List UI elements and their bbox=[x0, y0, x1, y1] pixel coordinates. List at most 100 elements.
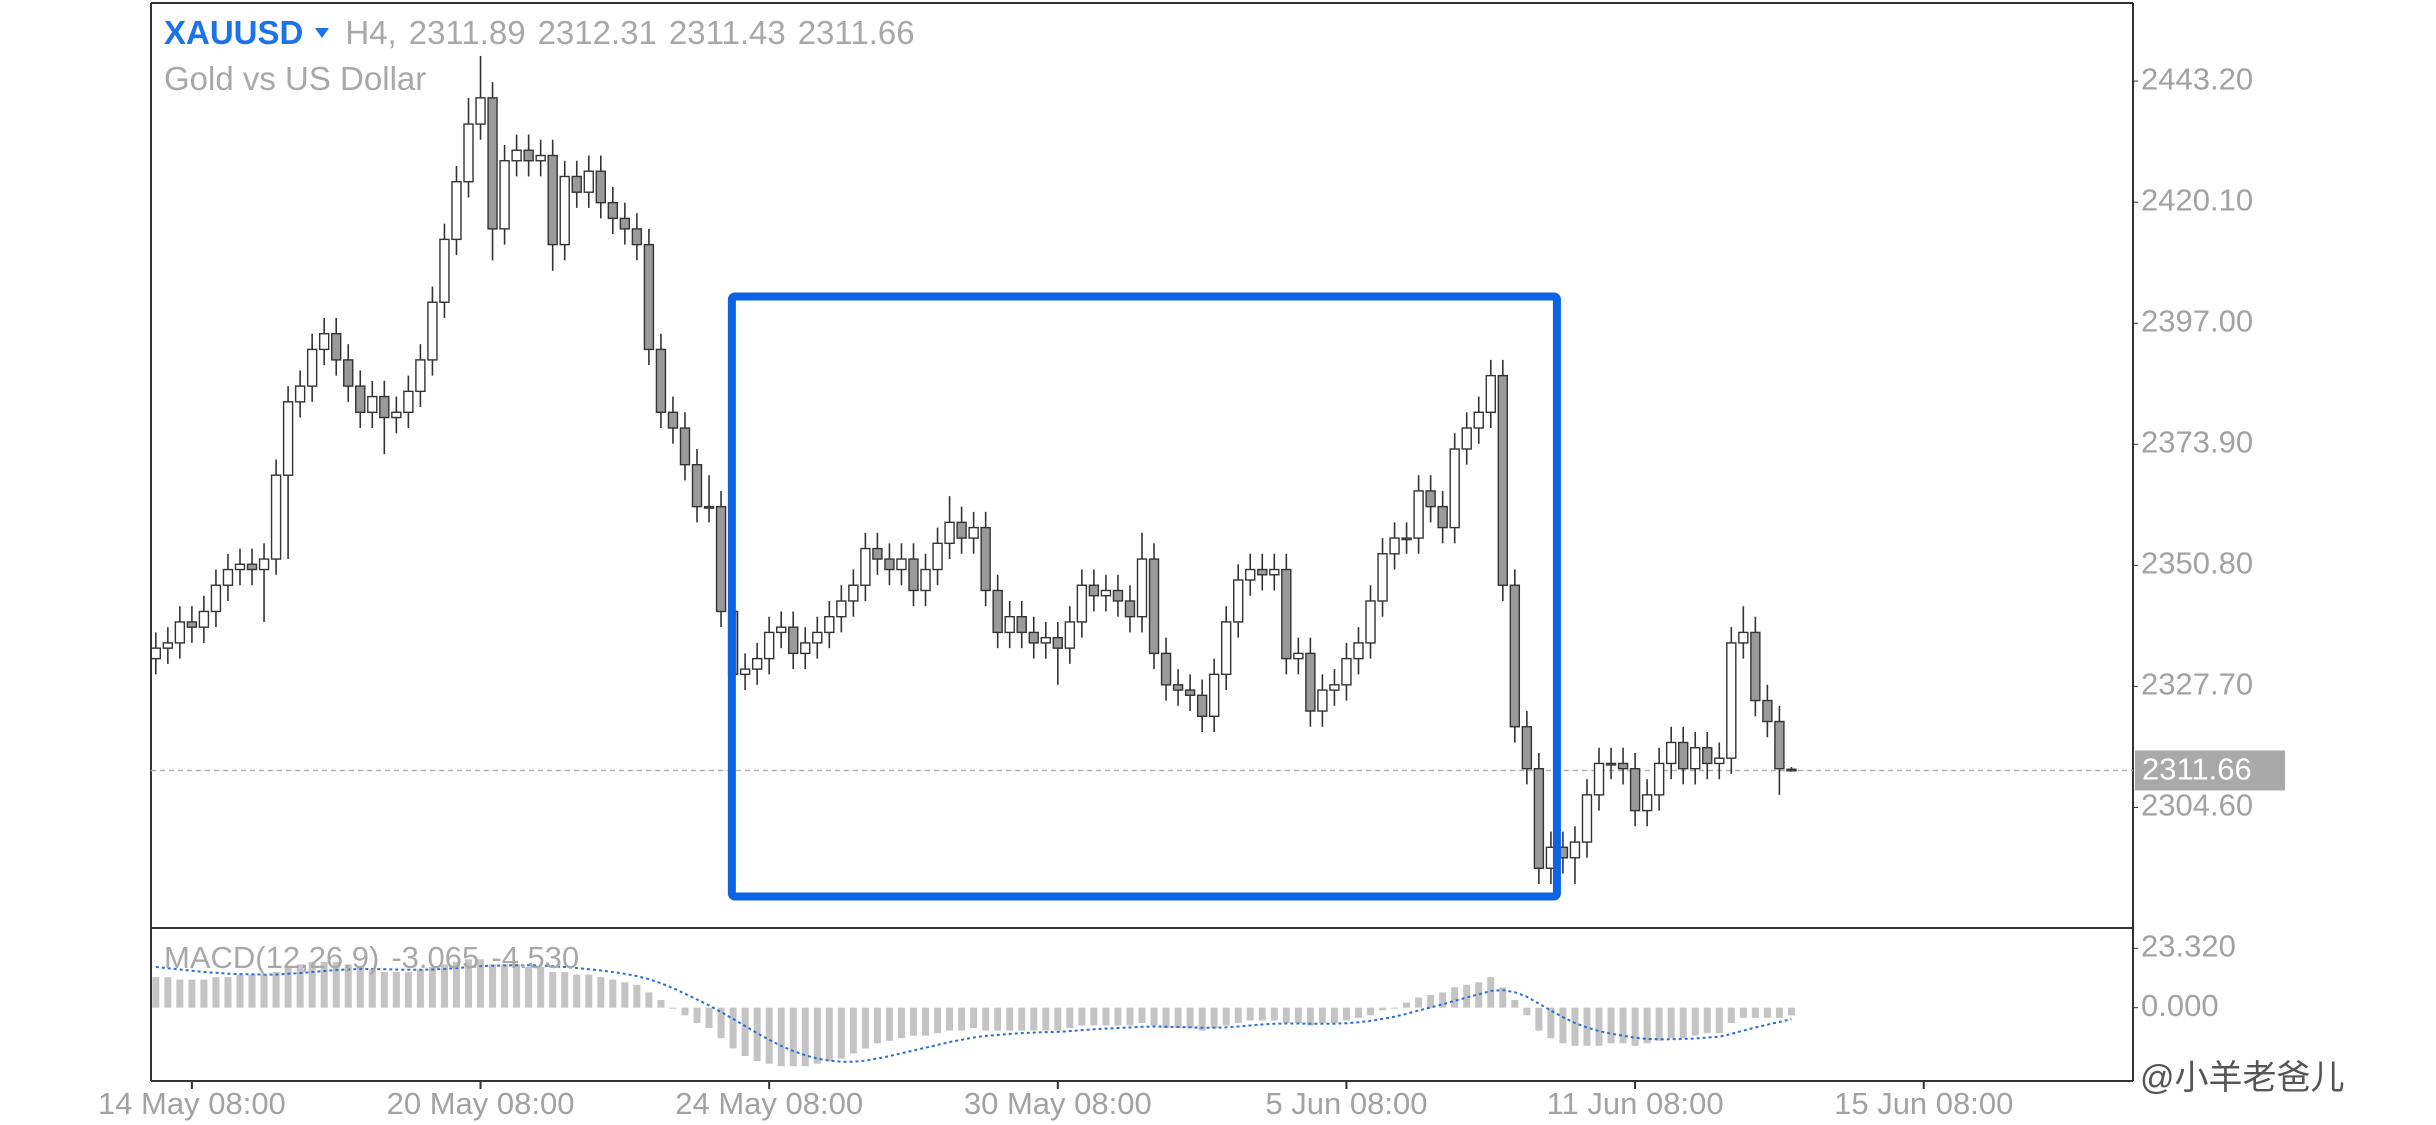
macd-bar bbox=[489, 964, 497, 1008]
candle-body bbox=[1124, 600, 1136, 618]
y-tick-label: 2373.90 bbox=[2141, 424, 2253, 459]
macd-bar bbox=[1198, 1007, 1206, 1031]
candle-body bbox=[379, 395, 390, 419]
macd-bar bbox=[1030, 1007, 1038, 1031]
candle-body bbox=[559, 175, 570, 246]
macd-bar bbox=[705, 1007, 713, 1029]
symbol[interactable]: XAUUSD bbox=[164, 14, 304, 51]
macd-bar bbox=[1655, 1007, 1663, 1041]
macd-bar bbox=[1787, 1007, 1795, 1016]
macd-bar bbox=[1246, 1007, 1254, 1021]
macd-bar bbox=[825, 1007, 833, 1062]
candle-body bbox=[968, 526, 979, 539]
candle-body bbox=[1726, 642, 1737, 759]
candle-body bbox=[1341, 657, 1352, 686]
macd-bar bbox=[633, 984, 641, 1008]
macd-bar bbox=[1078, 1007, 1086, 1026]
candle-body bbox=[1269, 568, 1280, 576]
macd-bar bbox=[1451, 987, 1459, 1008]
timeframe: H4, bbox=[345, 14, 397, 51]
candle-body bbox=[1377, 553, 1388, 602]
candle-body bbox=[1281, 568, 1292, 660]
macd-bar bbox=[1511, 1000, 1519, 1008]
macd-bar bbox=[1607, 1007, 1615, 1044]
candle-body bbox=[475, 97, 486, 125]
candle-body bbox=[222, 568, 234, 586]
macd-bar bbox=[1174, 1007, 1182, 1029]
macd-bar bbox=[994, 1007, 1002, 1031]
macd-bar bbox=[1391, 1007, 1399, 1009]
macd-bar bbox=[1571, 1007, 1579, 1046]
candle-body bbox=[1509, 584, 1521, 728]
candle-body bbox=[403, 390, 414, 414]
candle-body bbox=[872, 547, 883, 560]
macd-bar bbox=[1439, 992, 1447, 1008]
macd-bar bbox=[1090, 1007, 1098, 1026]
macd-bar bbox=[789, 1007, 797, 1067]
macd-bar bbox=[1427, 994, 1435, 1008]
macd-bar bbox=[1559, 1007, 1567, 1044]
candle-body bbox=[1437, 505, 1448, 529]
macd-bar bbox=[1054, 1007, 1062, 1031]
candle-body bbox=[535, 154, 546, 162]
macd-bar bbox=[1018, 1007, 1026, 1031]
candle-body bbox=[884, 558, 895, 571]
candle-body bbox=[751, 657, 763, 670]
candle-body bbox=[1245, 568, 1256, 581]
signal-value: -4.530 bbox=[491, 940, 580, 975]
candle-body bbox=[1521, 726, 1533, 770]
macd-bar bbox=[308, 961, 316, 1008]
candle-body bbox=[812, 631, 823, 644]
candle-body bbox=[1064, 621, 1076, 649]
candle-body bbox=[1497, 374, 1509, 586]
macd-bar bbox=[849, 1007, 857, 1054]
dropdown-icon[interactable] bbox=[315, 28, 330, 38]
candle-body bbox=[1762, 699, 1773, 723]
macd-bar bbox=[1535, 1007, 1543, 1031]
candle-body bbox=[1593, 762, 1605, 796]
candle-body bbox=[1112, 589, 1124, 602]
macd-bar bbox=[645, 992, 653, 1008]
candle-body bbox=[523, 149, 534, 162]
macd-bar bbox=[861, 1007, 869, 1049]
candle-body bbox=[1148, 558, 1160, 655]
candle-body bbox=[679, 427, 691, 466]
candle-body bbox=[1569, 841, 1581, 859]
high-value: 2312.31 bbox=[537, 14, 657, 51]
candle-body bbox=[1738, 631, 1749, 644]
macd-bar bbox=[549, 972, 557, 1008]
candle-body bbox=[1461, 427, 1472, 450]
macd-bar bbox=[753, 1007, 761, 1062]
candle-body bbox=[571, 175, 582, 193]
y-tick-label: 2350.80 bbox=[2141, 546, 2253, 581]
macd-bar bbox=[801, 1007, 809, 1067]
macd-bar bbox=[609, 979, 617, 1008]
macd-bar bbox=[922, 1007, 930, 1036]
candle-body bbox=[234, 563, 246, 571]
candle-body bbox=[331, 332, 342, 361]
macd-bar bbox=[392, 972, 400, 1008]
candle-body bbox=[150, 647, 162, 660]
macd-bar bbox=[404, 972, 412, 1008]
candle-body bbox=[800, 642, 811, 655]
candle-body bbox=[643, 243, 655, 351]
candle-body bbox=[655, 348, 667, 414]
macd-bar bbox=[380, 972, 388, 1008]
macd-bar bbox=[1234, 1007, 1242, 1023]
macd-bar bbox=[1006, 1007, 1014, 1031]
candle-body bbox=[1365, 600, 1376, 644]
macd-bar bbox=[1330, 1007, 1338, 1023]
candle-body bbox=[848, 584, 859, 602]
header: XAUUSD H4, 2311.89 2312.31 2311.43 2311.… bbox=[164, 14, 915, 52]
macd-bar bbox=[970, 1007, 978, 1029]
macd-bar bbox=[284, 966, 292, 1008]
candle-body bbox=[631, 228, 643, 246]
candle-body bbox=[691, 464, 703, 508]
macd-bar bbox=[1342, 1007, 1350, 1021]
macd-bar bbox=[1354, 1007, 1362, 1018]
macd-bar bbox=[525, 966, 533, 1008]
y-tick-label: 2443.20 bbox=[2141, 61, 2253, 96]
macd-bar bbox=[1703, 1007, 1711, 1034]
macd-bar bbox=[1186, 1007, 1194, 1029]
